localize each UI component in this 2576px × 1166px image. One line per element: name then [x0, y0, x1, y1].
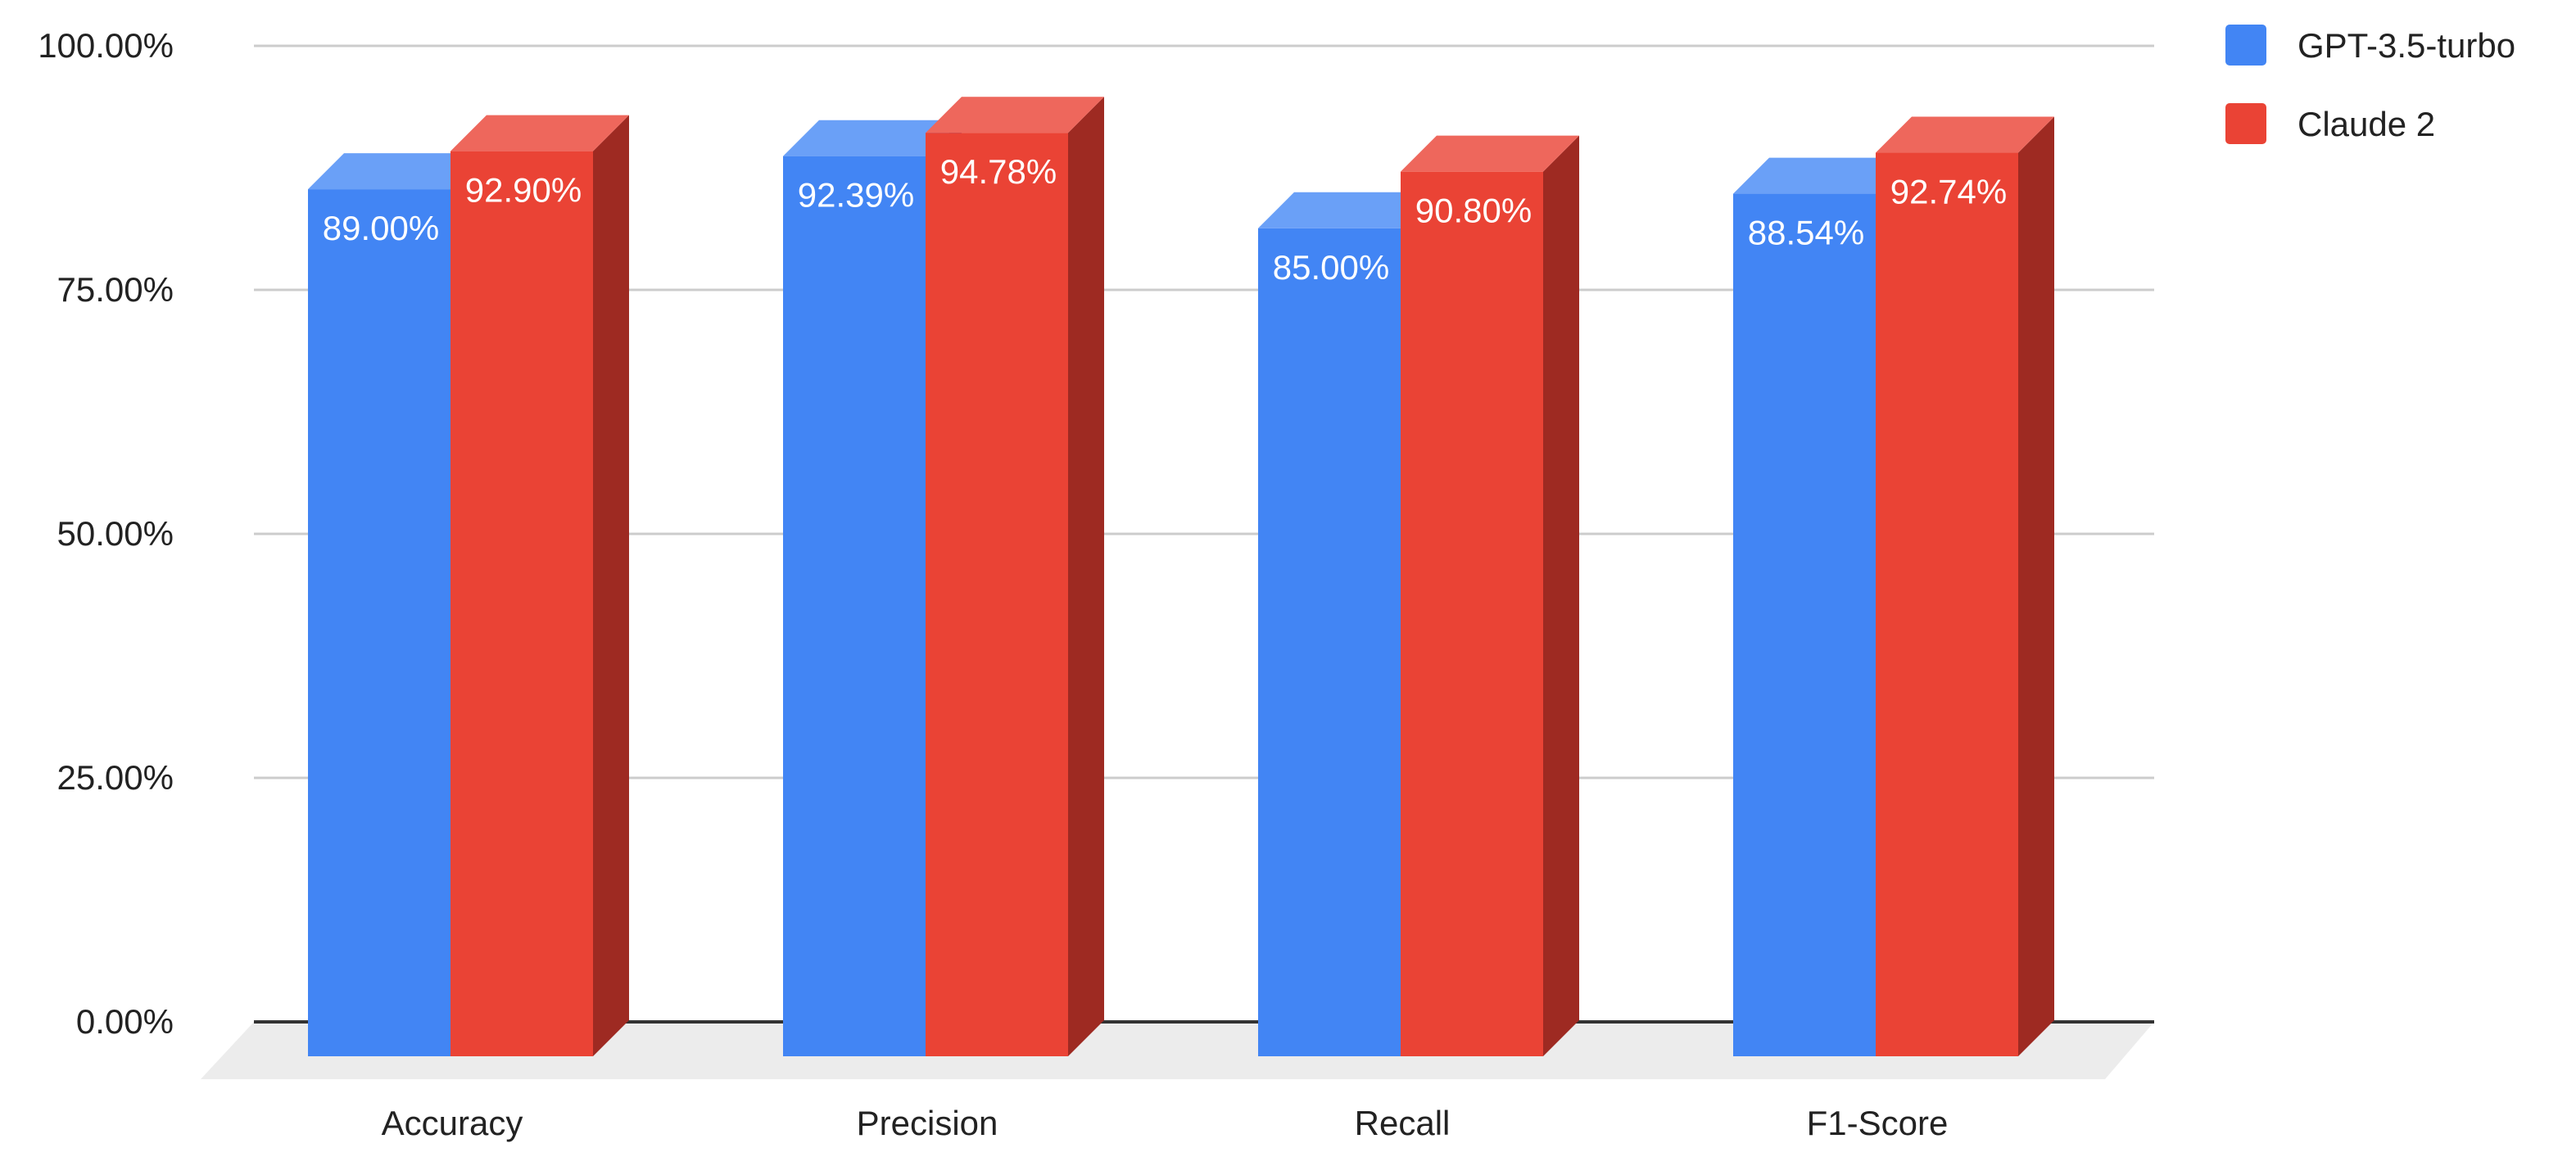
- chart-floor-plane: [201, 1022, 2154, 1079]
- bar: [1876, 152, 2018, 1057]
- bar-top-face: [1258, 192, 1437, 228]
- chart-floor: [201, 1022, 2154, 1079]
- bar: [308, 189, 450, 1056]
- x-category-label: F1-Score: [1807, 1104, 1949, 1142]
- bar-side-face: [593, 115, 629, 1057]
- x-category-label: Precision: [857, 1104, 998, 1142]
- bar-side-face: [1068, 97, 1104, 1056]
- bar: [1258, 228, 1401, 1056]
- data-labels: 89.00% 92.90% 92.39% 94.78% 85.00% 90.80% 88.5…: [323, 152, 2007, 287]
- data-label: 89.00%: [323, 209, 439, 247]
- data-label: 92.39%: [798, 176, 914, 215]
- bar-top-face: [1401, 135, 1579, 172]
- y-axis-tick-labels: 0.00% 25.00% 50.00% 75.00% 100.00%: [38, 26, 174, 1041]
- bar-top-face: [450, 115, 629, 151]
- y-tick-label: 100.00%: [38, 26, 174, 65]
- bar: [1733, 193, 1876, 1057]
- bar-top-face: [783, 120, 962, 156]
- bar-side-face: [2018, 116, 2054, 1057]
- bar: [1401, 171, 1543, 1056]
- data-label: 85.00%: [1273, 248, 1389, 287]
- data-label: 94.78%: [940, 152, 1057, 191]
- data-label: 90.80%: [1415, 192, 1532, 230]
- bar-top-face: [926, 97, 1104, 133]
- bar: [450, 151, 593, 1057]
- bar-side-face: [1543, 135, 1579, 1056]
- bar: [783, 156, 926, 1057]
- x-category-label: Recall: [1355, 1104, 1451, 1142]
- y-tick-label: 50.00%: [57, 514, 174, 553]
- legend-label: Claude 2: [2298, 105, 2435, 143]
- x-category-label: Accuracy: [382, 1104, 523, 1142]
- y-tick-label: 0.00%: [76, 1002, 174, 1041]
- bar-top-face: [308, 153, 487, 190]
- legend-label: GPT-3.5-turbo: [2298, 26, 2515, 65]
- data-label: 92.74%: [1890, 173, 2007, 211]
- y-tick-label: 75.00%: [57, 270, 174, 309]
- data-label: 88.54%: [1748, 214, 1864, 252]
- bar: [926, 133, 1068, 1056]
- data-label: 92.90%: [465, 171, 582, 210]
- bars: [308, 97, 2054, 1057]
- bar-top-face: [1733, 157, 1912, 194]
- bar-top-face: [1876, 116, 2054, 153]
- legend-swatch: [2225, 103, 2266, 144]
- x-axis-category-labels: Accuracy Precision Recall F1-Score: [382, 1104, 1949, 1142]
- legend: GPT-3.5-turbo Claude 2: [2225, 25, 2515, 144]
- legend-swatch: [2225, 25, 2266, 66]
- y-tick-label: 25.00%: [57, 758, 174, 797]
